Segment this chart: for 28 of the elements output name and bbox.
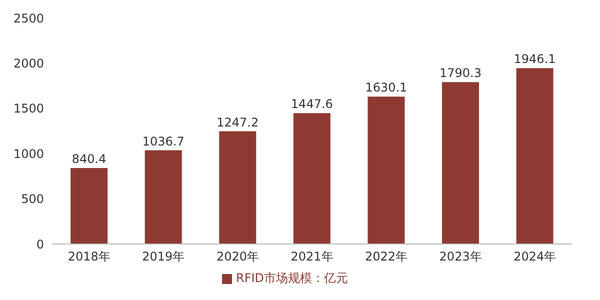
- data-label: 1247.2: [216, 115, 259, 130]
- data-label: 1036.7: [142, 134, 184, 148]
- data-label: 840.4: [72, 152, 106, 166]
- y-tick-label: 1500: [13, 102, 44, 116]
- y-tick-label: 1000: [13, 146, 44, 161]
- bar: [144, 150, 182, 244]
- data-label: 1790.3: [440, 66, 482, 80]
- bar: [70, 168, 108, 244]
- bar: [219, 131, 256, 244]
- y-tick-label: 500: [21, 192, 44, 206]
- x-tick-label: 2018年: [68, 250, 110, 264]
- bar: [442, 82, 479, 244]
- y-tick-label: 2000: [13, 56, 44, 70]
- y-tick-label: 0: [36, 237, 44, 252]
- legend-label: RFID市场规模：亿元: [236, 271, 348, 285]
- x-tick-label: 2019年: [142, 250, 185, 264]
- bar: [368, 96, 405, 244]
- y-tick-label: 2500: [13, 11, 44, 26]
- data-label: 1946.1: [514, 52, 556, 66]
- bar: [293, 113, 330, 244]
- x-tick-label: 2022年: [365, 250, 408, 264]
- data-label: 1447.6: [290, 97, 333, 112]
- bar: [516, 68, 554, 244]
- data-label: 1630.1: [365, 80, 408, 95]
- x-tick-label: 2021年: [290, 250, 334, 264]
- x-tick-label: 2024年: [514, 250, 556, 264]
- x-tick-label: 2020年: [216, 250, 259, 264]
- x-tick-label: 2023年: [439, 250, 482, 264]
